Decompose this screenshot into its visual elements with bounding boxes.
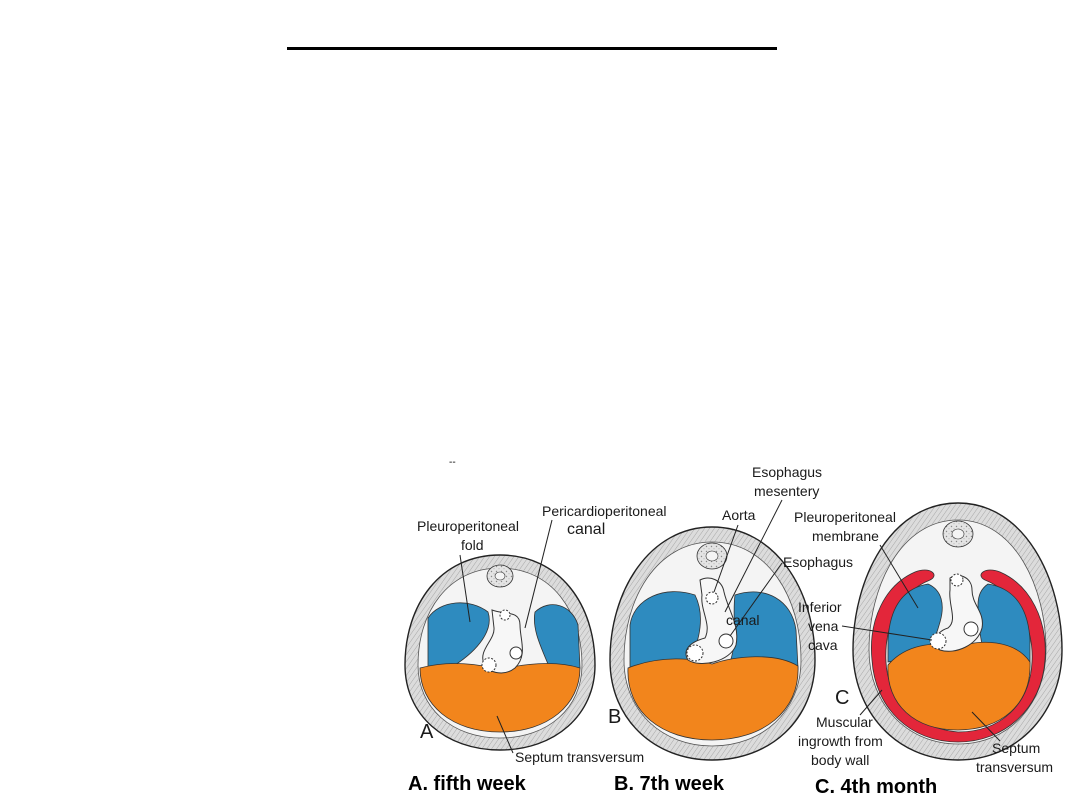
panel-b-esophagus xyxy=(718,633,734,649)
label-pleuroperitoneal-membrane-line1: Pleuroperitoneal xyxy=(794,509,896,525)
label-pleuroperitoneal-membrane-line2: membrane xyxy=(812,528,879,544)
panel-a-pleural-cavity-right xyxy=(533,604,581,669)
panel-a-ivc xyxy=(481,657,497,673)
panel-a-vertebra xyxy=(486,564,514,588)
label-muscular-ingrowth-line3: body wall xyxy=(811,752,869,768)
label-muscular-ingrowth-line1: Muscular xyxy=(816,714,873,730)
panel-a-esophagus xyxy=(509,646,523,660)
panel-a-aorta xyxy=(499,609,511,621)
label-pleuroperitoneal-fold-line2: fold xyxy=(461,537,484,553)
label-muscular-ingrowth-line2: ingrowth from xyxy=(798,733,883,749)
panel-letter-a: A xyxy=(420,721,434,743)
panel-b-seventh-week: Esophagus mesentery Aorta Esophagus cana… xyxy=(608,464,853,795)
label-canal-b: canal xyxy=(726,612,759,628)
label-aorta: Aorta xyxy=(722,507,756,523)
label-inferior-vena-cava-line1: Inferior xyxy=(798,599,842,615)
title-underline xyxy=(287,47,777,50)
label-inferior-vena-cava-line3: cava xyxy=(808,637,838,653)
label-septum-transversum-c-line2: transversum xyxy=(976,759,1053,775)
panel-b-vertebra xyxy=(696,542,728,570)
panel-c-ivc xyxy=(929,632,947,650)
panel-b-aorta xyxy=(705,591,719,605)
panel-c-vertebra xyxy=(942,520,974,548)
panel-b-ivc xyxy=(686,644,704,662)
label-pericardioperitoneal: Pericardioperitoneal xyxy=(542,503,667,519)
panel-a-fifth-week: Pleuroperitoneal fold Pericardioperitone… xyxy=(404,503,667,795)
caption-c: C. 4th month xyxy=(815,776,937,798)
label-pleuroperitoneal-fold-line1: Pleuroperitoneal xyxy=(417,518,519,534)
panel-c-fourth-month: Pleuroperitoneal membrane Inferior vena … xyxy=(794,502,1063,798)
panel-c-muscular-ingrowth xyxy=(871,569,1046,743)
panel-letter-b: B xyxy=(608,706,621,728)
panel-letter-c: C xyxy=(835,687,849,709)
label-esophagus-mesentery-line1: Esophagus xyxy=(752,464,822,480)
label-esophagus-mesentery-line2: mesentery xyxy=(754,483,819,499)
panel-c-esophagus xyxy=(963,621,979,637)
label-septum-transversum-a: Septum transversum xyxy=(515,749,644,765)
caption-b: B. 7th week xyxy=(614,773,725,795)
panel-a-pleural-cavity xyxy=(427,602,490,669)
caption-a: A. fifth week xyxy=(408,773,527,795)
stray-dash: -- xyxy=(449,457,456,468)
panel-b-pleural-cavity-right xyxy=(729,591,799,669)
label-inferior-vena-cava-line2: vena xyxy=(808,618,839,634)
label-canal-a: canal xyxy=(567,521,605,538)
label-esophagus: Esophagus xyxy=(783,554,853,570)
label-septum-transversum-c-line1: Septum xyxy=(992,740,1040,756)
panel-c-aorta xyxy=(950,573,964,587)
